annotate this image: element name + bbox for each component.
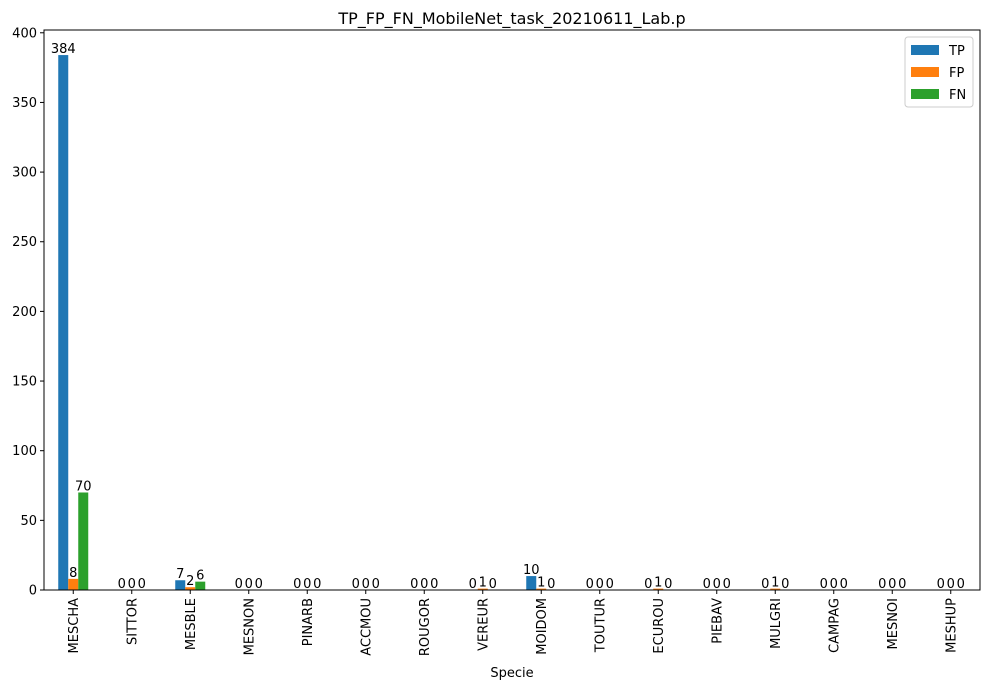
x-tick-label: ROUGOR — [418, 598, 433, 656]
legend-entry: FN — [949, 88, 966, 103]
bar-value-label: 0 — [489, 577, 497, 592]
bar-value-label: 0 — [138, 577, 146, 592]
bar-value-label: 0 — [713, 577, 721, 592]
bar-fp — [653, 588, 664, 590]
x-tick-label: MESHUP — [944, 598, 959, 653]
bar-value-label: 6 — [196, 569, 204, 584]
bar-value-label: 0 — [820, 577, 828, 592]
bar-value-label: 384 — [51, 42, 76, 57]
y-tick-label: 150 — [12, 375, 37, 390]
bar-value-label: 0 — [781, 577, 789, 592]
bar-value-label: 0 — [362, 577, 370, 592]
legend-entry: TP — [948, 44, 965, 59]
bar-value-label: 0 — [235, 577, 243, 592]
bar-value-label: 0 — [293, 577, 301, 592]
bar-value-label: 0 — [420, 577, 428, 592]
bar-value-label: 1 — [654, 576, 662, 591]
x-tick-label: PINARB — [301, 598, 316, 646]
bar-tp — [526, 576, 537, 590]
bar-value-label: 0 — [898, 577, 906, 592]
x-axis-label: Specie — [490, 666, 533, 681]
bar-value-label: 0 — [372, 577, 380, 592]
bar-value-label: 10 — [523, 563, 540, 578]
y-tick-label: 50 — [20, 514, 37, 529]
bar-fp — [770, 588, 781, 590]
legend: TP FP FN — [904, 36, 974, 108]
bar-value-label: 0 — [586, 577, 594, 592]
bar-value-label: 0 — [840, 577, 848, 592]
bar-value-label: 0 — [245, 577, 253, 592]
bar-fn — [78, 492, 89, 590]
x-tick-label: SITTOR — [125, 598, 140, 645]
bar-fn — [195, 581, 206, 590]
y-tick-label: 400 — [12, 26, 37, 41]
bar-value-label: 0 — [313, 577, 321, 592]
bar-value-label: 0 — [430, 577, 438, 592]
legend-swatch — [911, 89, 939, 99]
bar-value-label: 0 — [255, 577, 263, 592]
x-tick-label: MOIDOM — [535, 598, 550, 655]
bar-value-label: 1 — [771, 576, 779, 591]
y-tick-label: 0 — [29, 584, 37, 599]
bar-value-label: 0 — [723, 577, 731, 592]
y-tick-label: 200 — [12, 305, 37, 320]
bar-value-label: 0 — [547, 577, 555, 592]
x-tick-label: MULGRI — [769, 598, 784, 649]
x-tick-label: TOUTUR — [593, 598, 608, 653]
bar-value-label: 1 — [479, 576, 487, 591]
bar-value-label: 8 — [69, 566, 77, 581]
legend-entry: FP — [949, 66, 964, 81]
bar-value-label: 0 — [303, 577, 311, 592]
bar-value-label: 0 — [118, 577, 126, 592]
bar-value-label: 0 — [596, 577, 604, 592]
bar-value-label: 0 — [703, 577, 711, 592]
x-tick-label: MESNOI — [886, 598, 901, 649]
bar-value-label: 70 — [75, 479, 92, 494]
bar-fp — [477, 588, 488, 590]
bar-fp — [68, 578, 79, 590]
x-tick-label: MESBLE — [184, 598, 199, 650]
bar-value-label: 0 — [644, 577, 652, 592]
x-tick-label: ECUROU — [652, 598, 667, 654]
bar-fp — [536, 588, 547, 590]
bar-value-label: 1 — [537, 576, 545, 591]
x-tick-label: PIEBAV — [710, 598, 725, 644]
bar-value-label: 0 — [606, 577, 614, 592]
bar-value-label: 0 — [128, 577, 136, 592]
y-tick-label: 100 — [12, 444, 37, 459]
y-tick-label: 300 — [12, 166, 37, 181]
chart-title: TP_FP_FN_MobileNet_task_20210611_Lab.p — [337, 9, 685, 29]
x-tick-label: VEREUR — [476, 598, 491, 651]
axes-frame — [43, 29, 981, 591]
bar-value-label: 0 — [888, 577, 896, 592]
x-tick-label: MESCHA — [67, 598, 82, 654]
bar-value-label: 0 — [937, 577, 945, 592]
bar-fp — [185, 587, 196, 590]
bar-value-label: 0 — [878, 577, 886, 592]
bar-value-label: 0 — [410, 577, 418, 592]
bar-value-label: 0 — [352, 577, 360, 592]
bar-value-label: 0 — [830, 577, 838, 592]
bar-value-label: 7 — [176, 567, 184, 582]
x-tick-label: CAMPAG — [827, 598, 842, 653]
bar-tp — [58, 55, 69, 590]
bar-value-label: 0 — [947, 577, 955, 592]
bar-value-label: 0 — [469, 577, 477, 592]
x-tick-label: ACCMOU — [359, 598, 374, 656]
bar-value-label: 0 — [664, 577, 672, 592]
bar-value-label: 2 — [186, 574, 194, 589]
bar-value-label: 0 — [761, 577, 769, 592]
legend-swatch — [911, 67, 939, 77]
bar-tp — [175, 580, 186, 590]
y-tick-label: 250 — [12, 235, 37, 250]
bar-value-label: 0 — [957, 577, 965, 592]
legend-swatch — [911, 45, 939, 55]
y-tick-label: 350 — [12, 96, 37, 111]
x-tick-label: MESNON — [242, 598, 257, 655]
